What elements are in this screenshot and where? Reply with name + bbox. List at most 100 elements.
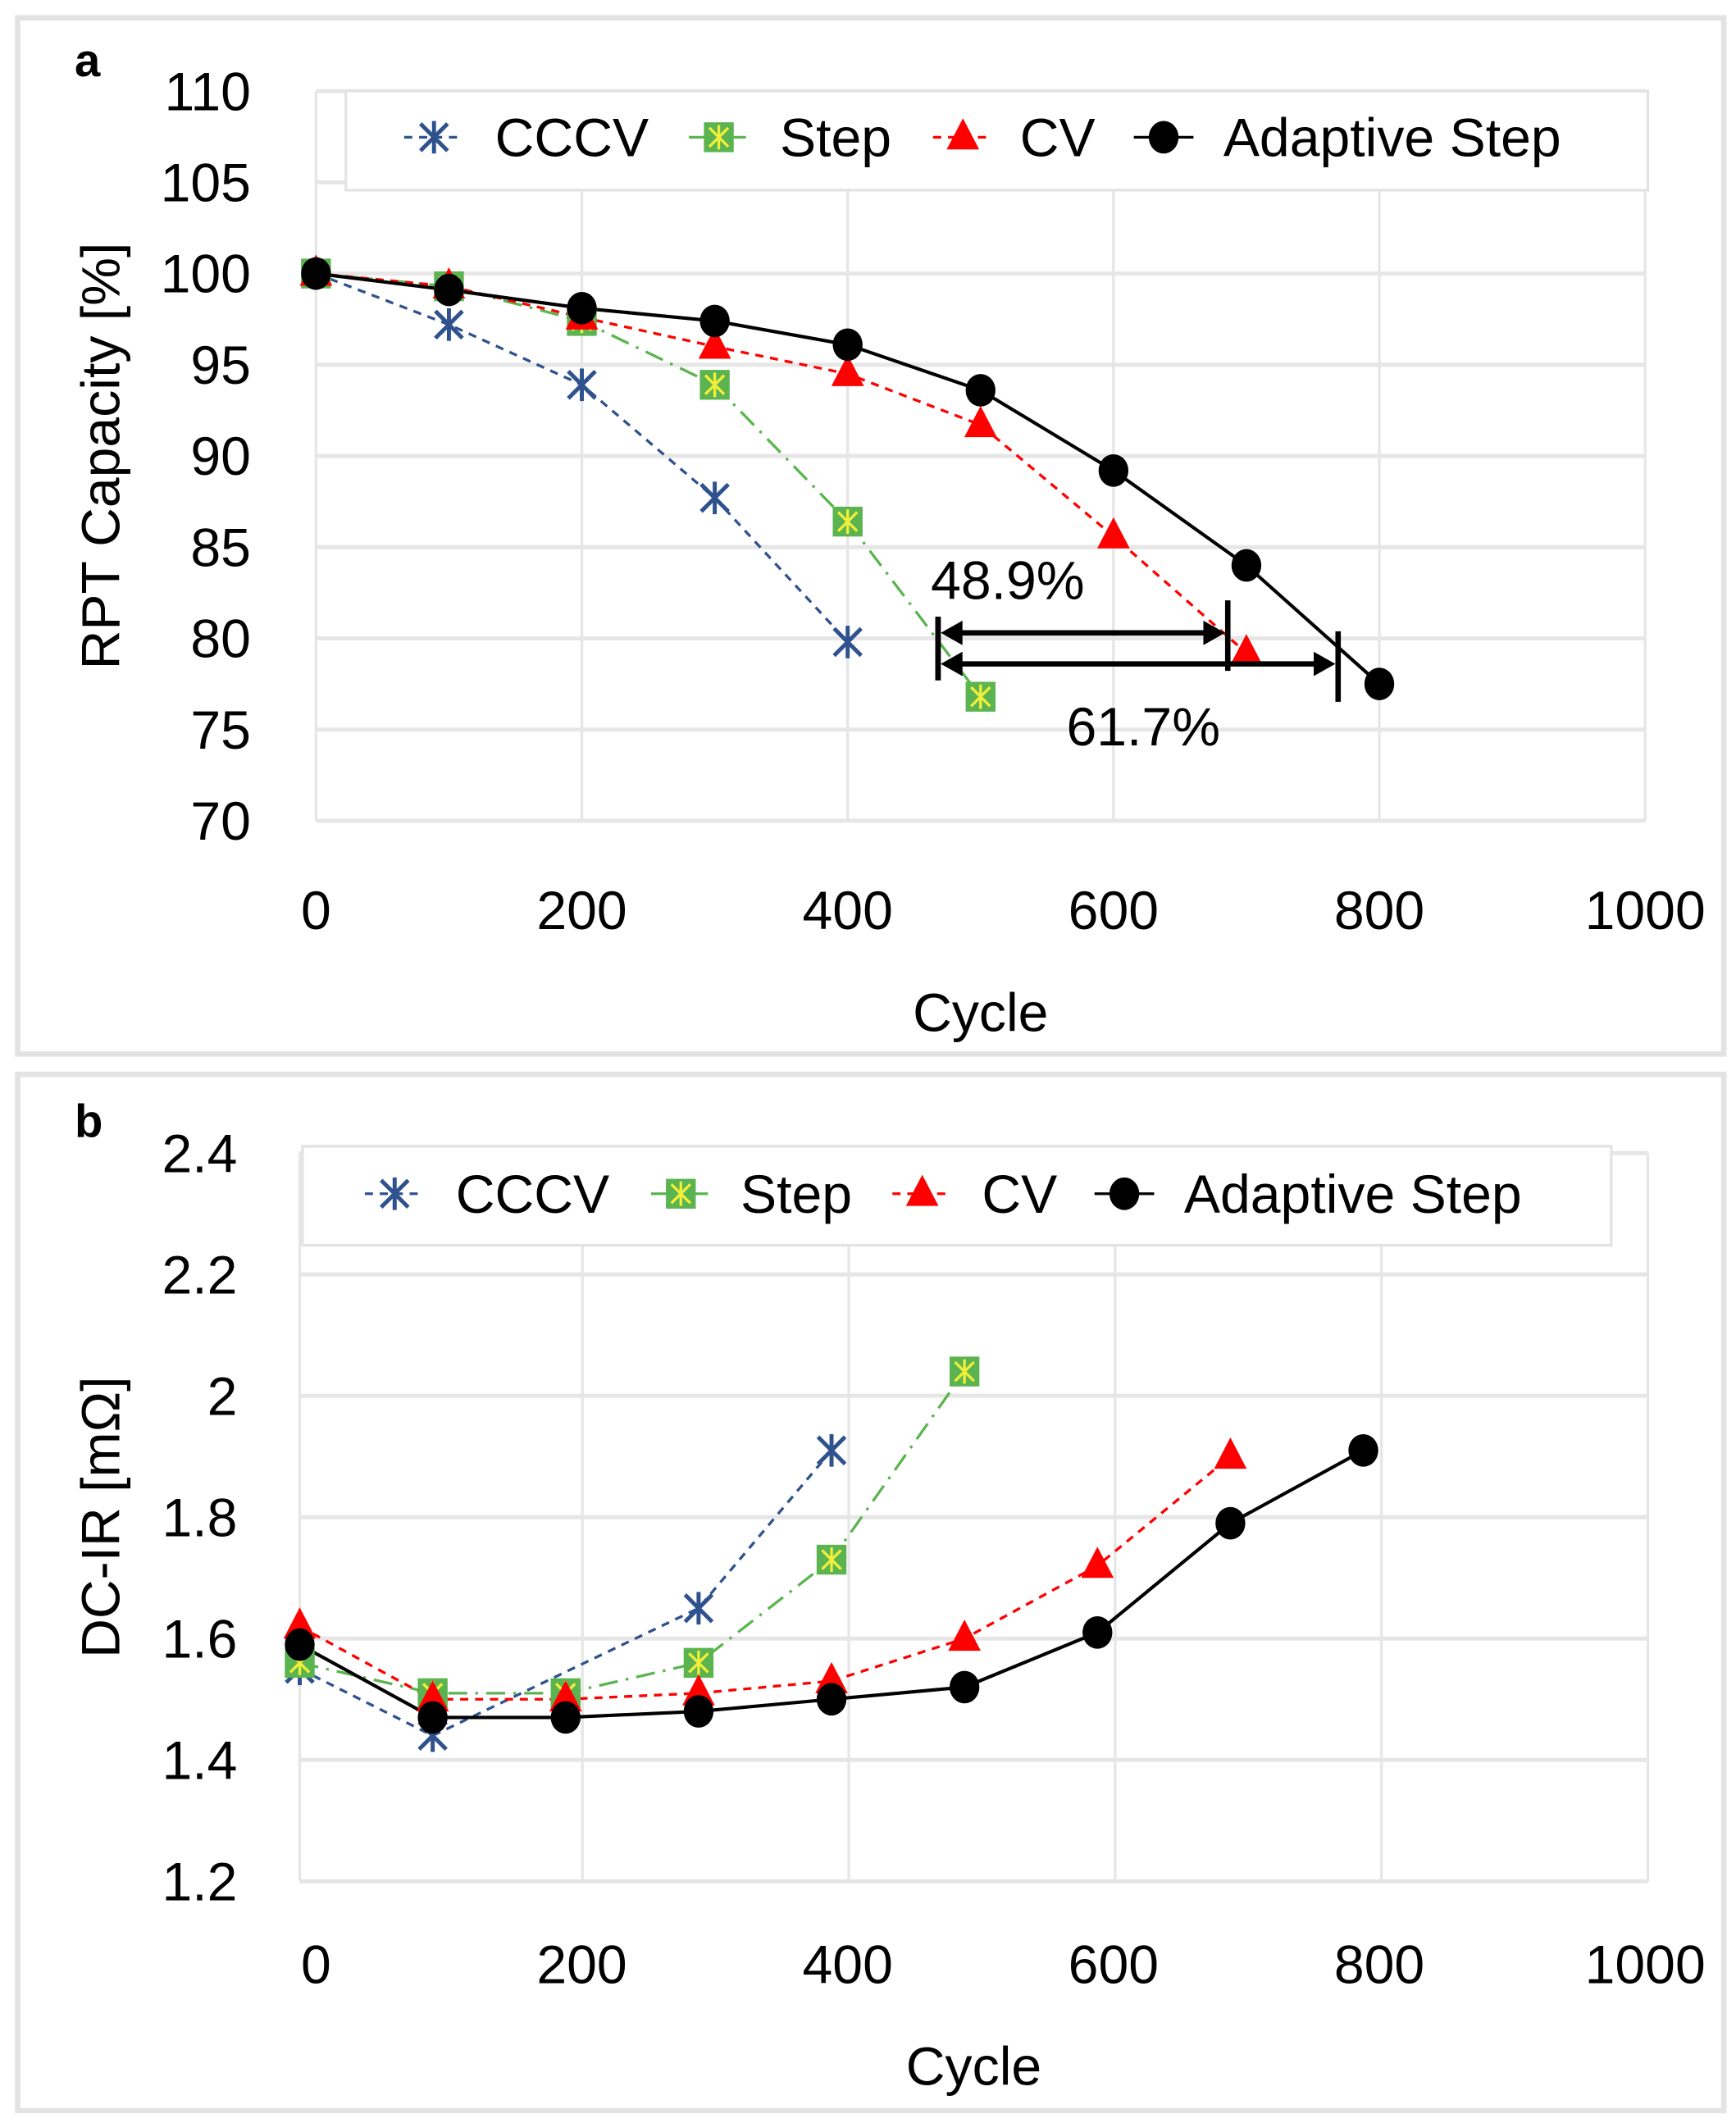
data-point-adaptive-step (417, 1701, 448, 1734)
circle-marker (1148, 121, 1179, 154)
data-point-step (949, 1356, 980, 1387)
data-point-adaptive-step (965, 374, 996, 407)
y-tick-label: 95 (190, 335, 251, 396)
data-point-cv (964, 406, 997, 438)
data-point-adaptive-step (1098, 453, 1129, 487)
legend-label: Adaptive Step (1184, 1164, 1522, 1225)
triangle-marker (946, 118, 980, 150)
triangle-marker (815, 1661, 848, 1693)
y-tick-label: 1.2 (162, 1852, 237, 1912)
circle-marker (417, 1701, 448, 1734)
legend: CCCV Step CV Adaptive Step (301, 1145, 1613, 1247)
data-point-cv (1097, 517, 1130, 549)
legend-box (301, 1145, 1613, 1247)
circle-marker (816, 1683, 847, 1716)
circle-marker (567, 291, 597, 325)
legend-label: Adaptive Step (1223, 108, 1561, 169)
data-point-step (699, 370, 730, 400)
data-point-cv (283, 1607, 317, 1639)
circle-marker (1231, 549, 1262, 582)
legend-marker (1109, 1177, 1140, 1210)
data-point-adaptive-step (683, 1695, 714, 1728)
series-line-step (316, 271, 982, 698)
data-point-adaptive-step (816, 1683, 847, 1716)
circle-marker (1364, 667, 1395, 700)
data-point-adaptive-step (1348, 1433, 1378, 1467)
data-point-cccv (816, 1433, 847, 1467)
triangle-marker (948, 1620, 982, 1651)
data-point-adaptive-step (949, 1670, 980, 1704)
data-point-adaptive-step (832, 328, 863, 362)
data-point-adaptive-step (699, 304, 730, 338)
triangle-marker (964, 406, 997, 438)
x-tick-label: 400 (803, 881, 893, 941)
legend-marker (379, 1177, 410, 1210)
y-axis-title: RPT Capacity [%] (71, 243, 132, 670)
annotation-label: 61.7% (1066, 697, 1220, 758)
y-tick-label: 80 (190, 609, 251, 670)
arrow-head-left (941, 620, 963, 645)
data-point-cv (549, 1680, 582, 1712)
circle-marker (965, 374, 996, 407)
x-tick-label: 800 (1334, 1934, 1424, 1995)
data-point-cccv (434, 308, 464, 341)
legend-marker (704, 122, 734, 153)
y-axis-title: DC-IR [mΩ] (71, 1377, 132, 1658)
x-tick-label: 0 (301, 1934, 331, 1995)
data-point-step (965, 681, 996, 712)
legend-marker (418, 121, 449, 154)
y-tick-label: 110 (165, 62, 251, 122)
triangle-marker (698, 327, 731, 359)
circle-marker (1098, 453, 1129, 487)
x-tick-label: 200 (536, 881, 627, 941)
x-tick-label: 800 (1334, 881, 1424, 941)
data-point-adaptive-step (1231, 549, 1262, 582)
data-point-adaptive-step (434, 273, 464, 307)
data-point-adaptive-step (285, 1628, 315, 1661)
triangle-marker (416, 1680, 449, 1712)
data-point-cv (416, 1680, 449, 1712)
legend: CCCV Step CV Adaptive Step (344, 89, 1650, 192)
data-point-cccv (832, 626, 863, 658)
data-point-cccv (567, 368, 597, 402)
circle-marker (550, 1701, 581, 1734)
x-axis-title: Cycle (906, 2036, 1041, 2097)
triangle-marker (831, 354, 864, 386)
x-tick-label: 1000 (1585, 881, 1706, 941)
triangle-marker (1230, 634, 1263, 666)
data-point-step (816, 1544, 847, 1575)
x-tick-label: 600 (1068, 1934, 1159, 1995)
series-line-cv (298, 1455, 1232, 1701)
legend-label: CV (982, 1164, 1057, 1225)
triangle-marker (1097, 517, 1130, 549)
data-point-adaptive-step (550, 1701, 581, 1734)
triangle-marker (283, 1607, 317, 1639)
y-tick-label: 2.2 (162, 1245, 237, 1305)
data-point-cccv (699, 481, 730, 515)
legend-marker (666, 1178, 696, 1209)
triangle-marker (549, 1680, 582, 1712)
data-point-adaptive-step (301, 257, 331, 290)
annotation-label: 48.9% (931, 550, 1085, 611)
legend-marker (1148, 121, 1179, 154)
y-tick-label: 105 (161, 153, 251, 214)
data-point-adaptive-step (567, 291, 597, 325)
circle-marker (434, 273, 464, 307)
y-tick-label: 2 (207, 1366, 238, 1427)
data-point-adaptive-step (1215, 1506, 1246, 1540)
circle-marker (1082, 1615, 1113, 1649)
legend-label: CCCV (456, 1164, 609, 1225)
y-tick-label: 2.4 (162, 1123, 237, 1184)
panel-label: a (75, 34, 101, 86)
y-tick-label: 70 (190, 791, 251, 852)
triangle-marker (1081, 1547, 1114, 1579)
legend-box (344, 89, 1650, 192)
data-point-cv (1230, 634, 1263, 666)
data-point-adaptive-step (1082, 1615, 1113, 1649)
x-tick-label: 400 (803, 1934, 893, 1995)
legend-label: Step (740, 1164, 852, 1225)
annotation-arrow (935, 617, 1342, 702)
series-line-step (299, 1370, 966, 1695)
panel-label: b (75, 1095, 103, 1146)
